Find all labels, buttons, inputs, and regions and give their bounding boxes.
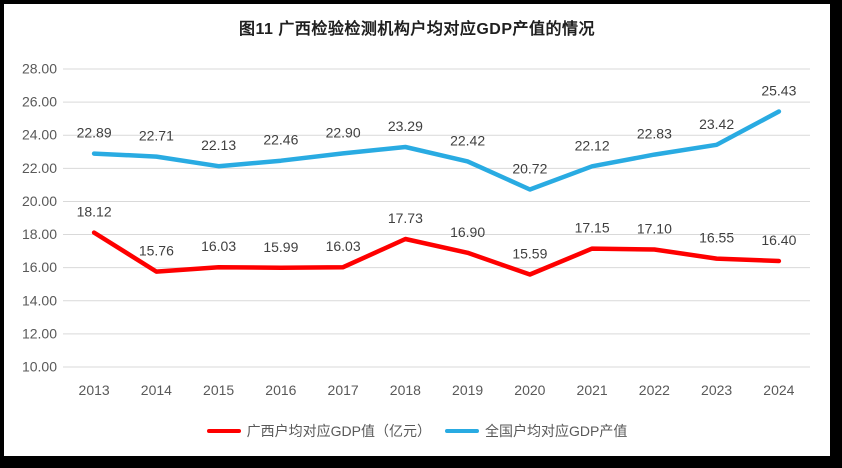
x-tick-label: 2018	[390, 382, 421, 398]
data-label: 22.83	[637, 126, 672, 142]
chart-area: 10.00 12.00 14.00 16.00 18.00 20.00 22.00 24.00…	[4, 4, 830, 456]
legend-item-national: 全国户均对应GDP产值	[445, 421, 627, 441]
x-tick-label: 2014	[141, 382, 172, 398]
legend-swatch-guangxi	[206, 428, 241, 434]
x-tick-label: 2019	[452, 382, 483, 398]
y-tick-label: 10.00	[22, 359, 57, 375]
series-line-0	[91, 230, 782, 277]
chart-title: 图11 广西检验检测机构户均对应GDP产值的情况	[238, 21, 596, 38]
x-tick-label: 2013	[79, 382, 110, 398]
series-line-1	[91, 109, 782, 192]
data-label: 17.15	[575, 220, 610, 236]
y-tick-label: 20.00	[22, 193, 57, 209]
data-label: 23.42	[699, 116, 734, 132]
y-tick-label: 14.00	[22, 292, 57, 308]
data-label: 17.10	[637, 220, 672, 236]
data-label: 18.12	[77, 204, 112, 220]
data-label: 16.03	[201, 238, 236, 254]
data-label: 16.55	[699, 230, 734, 246]
data-label: 16.03	[326, 238, 361, 254]
legend-label-guangxi: 广西户均对应GDP值（亿元）	[246, 423, 431, 439]
data-label: 22.42	[450, 132, 485, 148]
x-tick-label: 2024	[763, 382, 794, 398]
y-tick-label: 16.00	[22, 259, 57, 275]
data-label: 22.13	[201, 137, 236, 153]
x-tick-label: 2023	[701, 382, 732, 398]
legend-item-guangxi: 广西户均对应GDP值（亿元）	[206, 421, 431, 441]
y-tick-label: 18.00	[22, 226, 57, 242]
data-label: 22.46	[263, 132, 298, 148]
data-label: 22.90	[326, 124, 361, 140]
y-tick-label: 26.00	[22, 94, 57, 110]
data-label: 15.99	[263, 239, 298, 255]
y-tick-label: 12.00	[22, 325, 57, 341]
data-label: 17.73	[388, 210, 423, 226]
legend-swatch-national	[445, 428, 479, 434]
data-label: 22.12	[575, 137, 610, 153]
chart-legend: 广西户均对应GDP值（亿元） 全国户均对应GDP产值	[4, 420, 830, 442]
data-label: 16.90	[450, 224, 485, 240]
x-tick-label: 2022	[639, 382, 670, 398]
data-label: 23.29	[388, 118, 423, 134]
legend-label-national: 全国户均对应GDP产值	[485, 423, 628, 439]
data-label: 16.40	[761, 232, 796, 248]
data-label: 15.59	[512, 245, 547, 261]
x-tick-label: 2020	[514, 382, 545, 398]
data-label: 22.89	[77, 125, 112, 141]
y-tick-label: 28.00	[22, 61, 57, 77]
data-label: 22.71	[139, 128, 174, 144]
x-tick-label: 2021	[577, 382, 608, 398]
chart-plot: 10.00 12.00 14.00 16.00 18.00 20.00 22.00 24.00…	[22, 61, 810, 398]
y-tick-label: 22.00	[22, 160, 57, 176]
x-tick-label: 2017	[328, 382, 359, 398]
data-label: 20.72	[512, 161, 547, 177]
data-label: 25.43	[761, 83, 796, 99]
x-tick-label: 2015	[203, 382, 234, 398]
x-tick-label: 2016	[265, 382, 296, 398]
y-tick-label: 24.00	[22, 127, 57, 143]
data-label: 15.76	[139, 243, 174, 259]
